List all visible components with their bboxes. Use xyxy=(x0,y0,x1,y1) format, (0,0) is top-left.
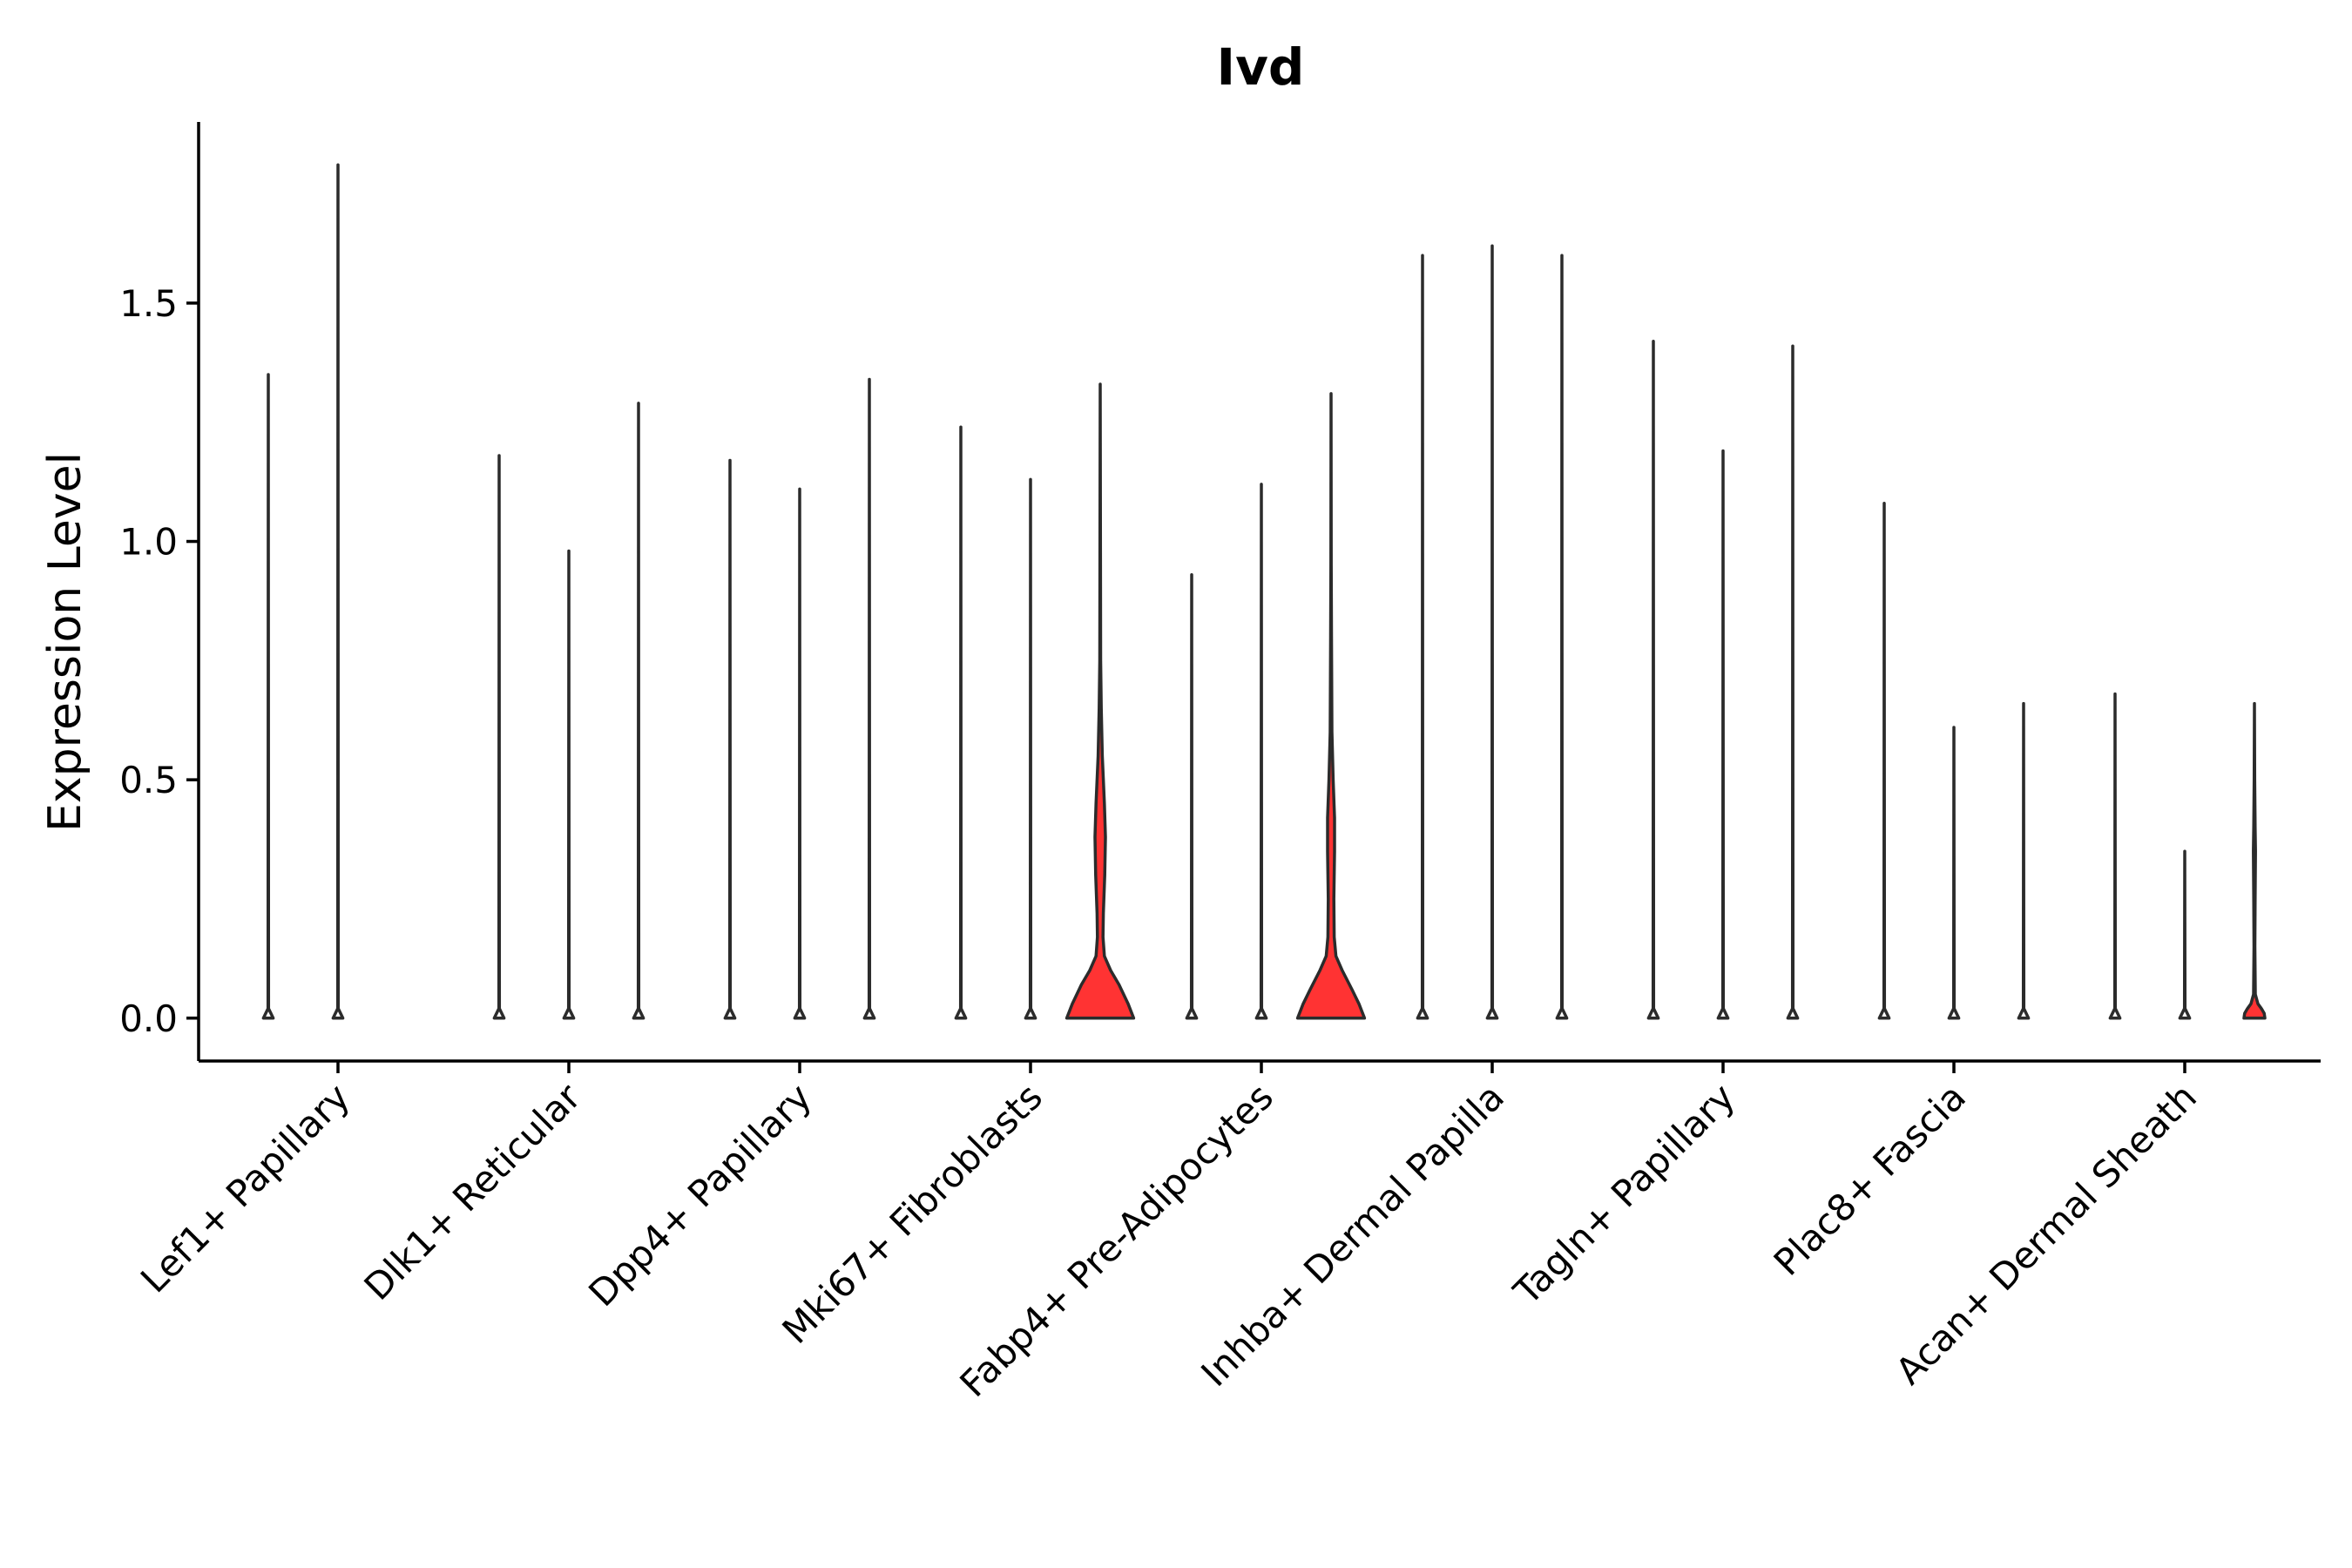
violin-2-0 xyxy=(723,458,737,1020)
y-tick-label: 1.5 xyxy=(119,282,178,325)
y-tick-label: 1.0 xyxy=(119,521,178,564)
violin-2-1 xyxy=(793,487,807,1020)
violin-6-0 xyxy=(1646,339,1660,1020)
violin-6-2 xyxy=(1786,344,1800,1020)
x-tick-label: Plac8+ Fascia xyxy=(1766,1075,1974,1283)
violin-5-2 xyxy=(1555,253,1569,1020)
violin-1-1 xyxy=(562,549,576,1020)
violin-3-1 xyxy=(1024,477,1037,1020)
violin-6-1 xyxy=(1716,449,1730,1020)
violin-3-0 xyxy=(954,425,968,1020)
x-tick-label: Lef1+ Papillary xyxy=(132,1075,358,1301)
y-tick-label: 0.0 xyxy=(119,997,178,1040)
violin-0-1 xyxy=(331,163,345,1020)
chart-title: Ivd xyxy=(1217,37,1305,97)
violin-1-2 xyxy=(632,402,645,1020)
violin-1-0 xyxy=(492,454,506,1020)
y-tick-label: 0.5 xyxy=(119,759,178,801)
violin-3-2 xyxy=(1064,382,1136,1020)
y-axis-title: Expression Level xyxy=(39,452,91,832)
violin-8-0 xyxy=(2108,692,2122,1020)
violin-4-0 xyxy=(1185,573,1199,1020)
x-tick-label: Mki67+ Fibroblasts xyxy=(774,1075,1051,1351)
violin-4-2 xyxy=(1295,392,1367,1020)
violin-4-1 xyxy=(1254,483,1268,1020)
violin-0-0 xyxy=(261,373,275,1020)
violin-7-2 xyxy=(2017,701,2031,1020)
violin-7-0 xyxy=(1877,502,1891,1020)
violin-7-1 xyxy=(1947,726,1961,1020)
violin-group xyxy=(261,163,2267,1020)
violin-8-2 xyxy=(2242,701,2267,1020)
violin-5-0 xyxy=(1416,253,1429,1020)
x-tick-label: Tagln+ Papillary xyxy=(1505,1075,1743,1313)
violin-2-2 xyxy=(862,377,876,1020)
x-tick-label: Dpp4+ Papillary xyxy=(580,1075,820,1315)
x-tick-label: Dlk1+ Reticular xyxy=(356,1075,590,1308)
violin-5-1 xyxy=(1485,244,1499,1020)
violin-8-1 xyxy=(2178,849,2192,1020)
